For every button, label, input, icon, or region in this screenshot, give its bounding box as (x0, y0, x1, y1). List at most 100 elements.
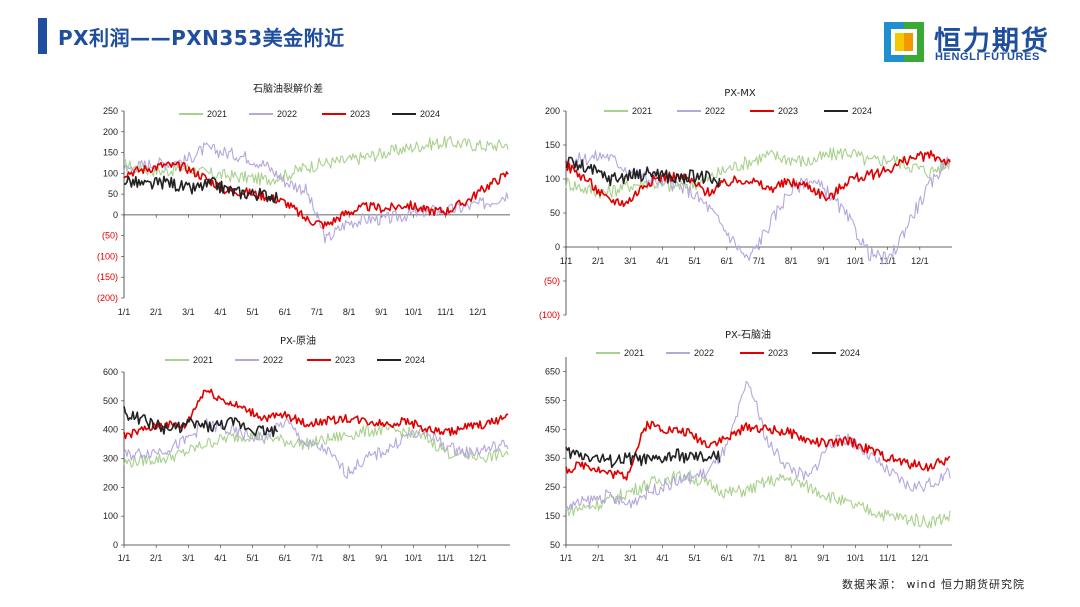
legend-label-2021: 2021 (207, 109, 227, 119)
x-tick-label: 7/1 (311, 307, 324, 317)
x-tick-label: 8/1 (785, 256, 798, 266)
y-tick-label: 50 (550, 208, 560, 218)
x-tick-label: 11/1 (437, 307, 454, 317)
y-tick-label: (100) (97, 251, 118, 261)
x-tick-label: 8/1 (343, 307, 356, 317)
x-tick-label: 2/1 (592, 553, 605, 563)
y-tick-label: 300 (103, 454, 118, 464)
x-tick-label: 2/1 (592, 256, 605, 266)
x-tick-label: 12/1 (469, 553, 487, 563)
series-line-2023 (123, 161, 509, 230)
x-tick-label: 4/1 (656, 553, 669, 563)
legend-label-2022: 2022 (694, 348, 714, 358)
series-line-2021 (123, 135, 509, 186)
data-source-note: 数据来源： wind 恒力期货研究院 (842, 578, 1025, 591)
x-tick-label: 1/1 (560, 256, 573, 266)
y-tick-label: 100 (545, 174, 560, 184)
x-tick-label: 5/1 (688, 256, 701, 266)
x-tick-label: 11/1 (437, 553, 454, 563)
y-tick-label: 50 (108, 189, 118, 199)
x-tick-label: 1/1 (118, 553, 131, 563)
x-tick-label: 9/1 (817, 256, 830, 266)
x-tick-label: 5/1 (246, 307, 259, 317)
y-tick-label: 500 (103, 396, 118, 406)
x-tick-label: 9/1 (375, 553, 388, 563)
legend-label-2024: 2024 (852, 106, 872, 116)
series-line-2021 (565, 470, 951, 529)
y-tick-label: 100 (103, 168, 118, 178)
y-tick-label: 150 (103, 148, 118, 158)
x-tick-label: 3/1 (624, 256, 637, 266)
legend-label-2021: 2021 (624, 348, 644, 358)
y-tick-label: (50) (544, 276, 560, 286)
series-line-2023 (565, 150, 951, 208)
x-tick-label: 7/1 (311, 553, 324, 563)
legend-label-2024: 2024 (840, 348, 860, 358)
series-line-2021 (123, 423, 509, 468)
x-tick-label: 7/1 (753, 553, 766, 563)
legend-label-2022: 2022 (263, 355, 283, 365)
chart-title: 石脑油裂解价差 (253, 82, 323, 95)
series-line-2022 (565, 380, 951, 511)
y-tick-label: 0 (113, 540, 118, 550)
y-tick-label: 0 (113, 210, 118, 220)
x-tick-label: 11/1 (879, 553, 896, 563)
legend-label-2023: 2023 (768, 348, 788, 358)
x-tick-label: 3/1 (624, 553, 637, 563)
series-line-2021 (565, 147, 951, 200)
page-title: PX利润——PXN353美金附近 (58, 26, 345, 50)
x-tick-label: 8/1 (785, 553, 798, 563)
legend-label-2024: 2024 (405, 355, 425, 365)
x-tick-label: 12/1 (911, 553, 929, 563)
legend-label-2023: 2023 (778, 106, 798, 116)
x-tick-label: 4/1 (214, 553, 227, 563)
x-tick-label: 10/1 (847, 256, 865, 266)
series-line-2023 (565, 420, 951, 481)
y-tick-label: (150) (97, 272, 118, 282)
x-tick-label: 5/1 (246, 553, 259, 563)
y-tick-label: 400 (103, 425, 118, 435)
x-tick-label: 3/1 (182, 307, 195, 317)
x-tick-label: 7/1 (753, 256, 766, 266)
y-tick-label: (200) (97, 293, 118, 303)
y-tick-label: 150 (545, 511, 560, 521)
y-tick-label: 250 (103, 106, 118, 116)
y-tick-label: 200 (103, 482, 118, 492)
x-tick-label: 6/1 (279, 553, 292, 563)
x-tick-label: 2/1 (150, 553, 163, 563)
x-tick-label: 1/1 (560, 553, 573, 563)
y-tick-label: 250 (545, 482, 560, 492)
series-line-2022 (123, 418, 509, 479)
x-tick-label: 12/1 (911, 256, 929, 266)
chart-title: PX-石脑油 (725, 328, 771, 341)
series-line-2024 (123, 175, 279, 204)
legend-label-2021: 2021 (193, 355, 213, 365)
chart-title: PX-原油 (280, 334, 316, 347)
y-tick-label: (50) (102, 231, 118, 241)
series-line-2024 (565, 156, 721, 188)
legend-label-2024: 2024 (420, 109, 440, 119)
company-logo-icon (884, 22, 924, 62)
x-tick-label: 12/1 (469, 307, 487, 317)
y-tick-label: 50 (550, 540, 560, 550)
logo-core-yellow (895, 33, 904, 51)
y-tick-label: 200 (103, 127, 118, 137)
x-tick-label: 6/1 (721, 256, 734, 266)
y-tick-label: 450 (545, 424, 560, 434)
x-tick-label: 10/1 (405, 553, 423, 563)
x-tick-label: 5/1 (688, 553, 701, 563)
company-name-cn: 恒力期货 (934, 26, 1050, 57)
y-tick-label: 0 (555, 242, 560, 252)
chart-title: PX-MX (724, 88, 756, 99)
y-tick-label: 150 (545, 140, 560, 150)
y-tick-label: 600 (103, 367, 118, 377)
x-tick-label: 6/1 (279, 307, 292, 317)
x-tick-label: 10/1 (405, 307, 423, 317)
y-tick-label: 550 (545, 395, 560, 405)
legend-label-2022: 2022 (277, 109, 297, 119)
x-tick-label: 4/1 (656, 256, 669, 266)
